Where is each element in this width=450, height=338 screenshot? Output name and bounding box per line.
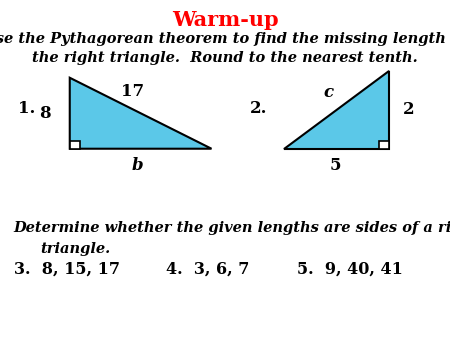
Text: Use the Pythagorean theorem to find the missing length of: Use the Pythagorean theorem to find the … (0, 32, 450, 46)
Text: 2: 2 (403, 101, 414, 118)
Text: triangle.: triangle. (40, 242, 111, 256)
Text: Warm-up: Warm-up (172, 10, 278, 30)
Polygon shape (284, 71, 389, 149)
Text: 5.  9, 40, 41: 5. 9, 40, 41 (297, 260, 403, 277)
Text: 4.  3, 6, 7: 4. 3, 6, 7 (166, 260, 250, 277)
Polygon shape (379, 141, 389, 149)
Text: b: b (131, 157, 143, 174)
Text: Determine whether the given lengths are sides of a right: Determine whether the given lengths are … (14, 221, 450, 235)
Text: c: c (324, 84, 333, 101)
Text: the right triangle.  Round to the nearest tenth.: the right triangle. Round to the nearest… (32, 51, 418, 65)
Text: 17: 17 (121, 83, 144, 100)
Text: 1.: 1. (18, 100, 36, 117)
Text: 3.  8, 15, 17: 3. 8, 15, 17 (14, 260, 120, 277)
Polygon shape (70, 78, 211, 149)
Text: 2.: 2. (250, 100, 267, 117)
Polygon shape (70, 141, 80, 149)
Text: 5: 5 (329, 157, 341, 174)
Text: 8: 8 (39, 105, 51, 122)
